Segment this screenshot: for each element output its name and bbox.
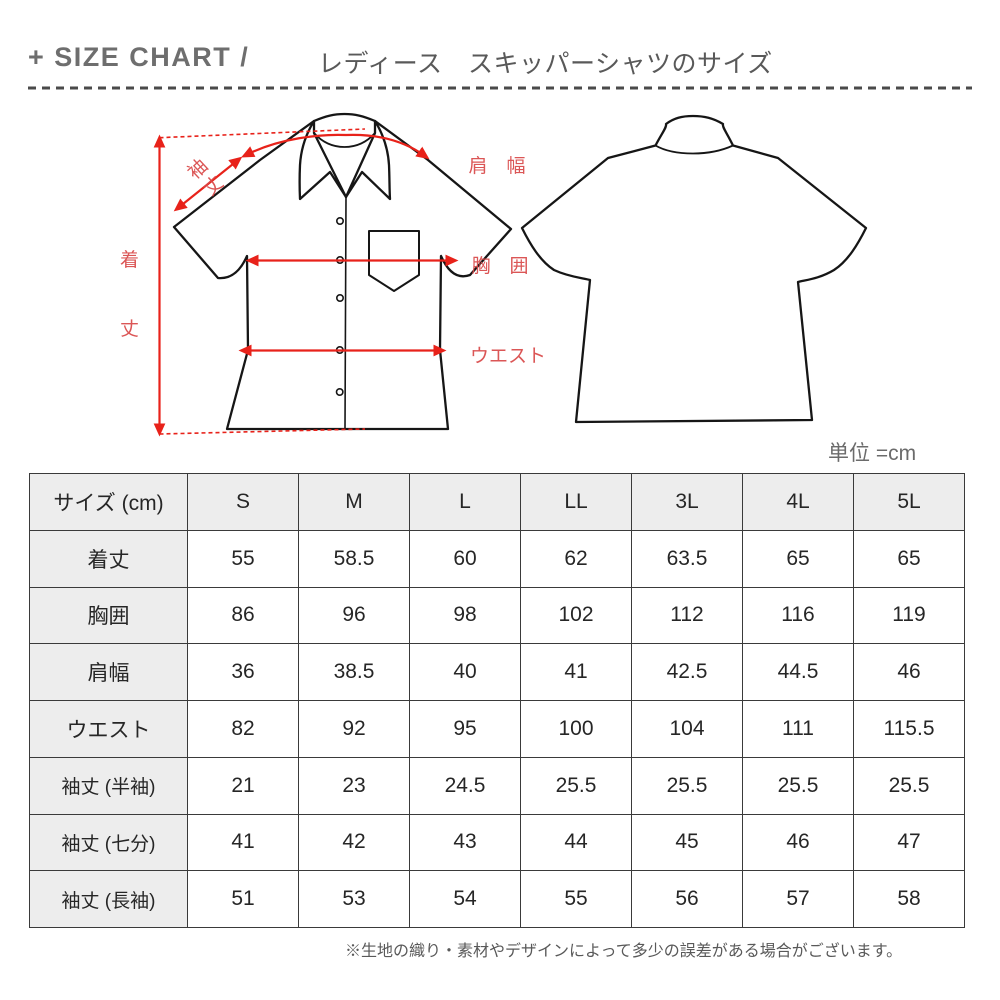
svg-text:肩 幅: 肩 幅	[468, 155, 525, 177]
svg-text:胸 囲: 胸 囲	[471, 255, 528, 277]
svg-text:ウエスト: ウエスト	[470, 346, 546, 367]
svg-text:丈: 丈	[120, 318, 139, 340]
svg-text:着: 着	[120, 249, 139, 271]
